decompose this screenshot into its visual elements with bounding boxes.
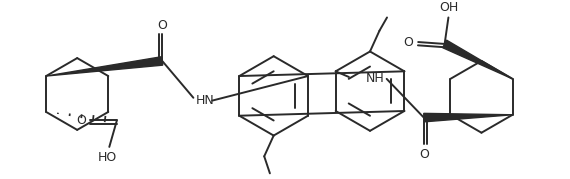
- Polygon shape: [424, 113, 512, 122]
- Text: OH: OH: [439, 1, 458, 14]
- Text: O: O: [404, 36, 413, 49]
- Polygon shape: [46, 57, 163, 76]
- Text: NH: NH: [366, 72, 385, 85]
- Text: HN: HN: [196, 94, 214, 107]
- Polygon shape: [443, 40, 512, 79]
- Text: HO: HO: [98, 151, 117, 164]
- Text: O: O: [419, 148, 429, 161]
- Text: O: O: [76, 114, 86, 127]
- Text: O: O: [157, 19, 167, 32]
